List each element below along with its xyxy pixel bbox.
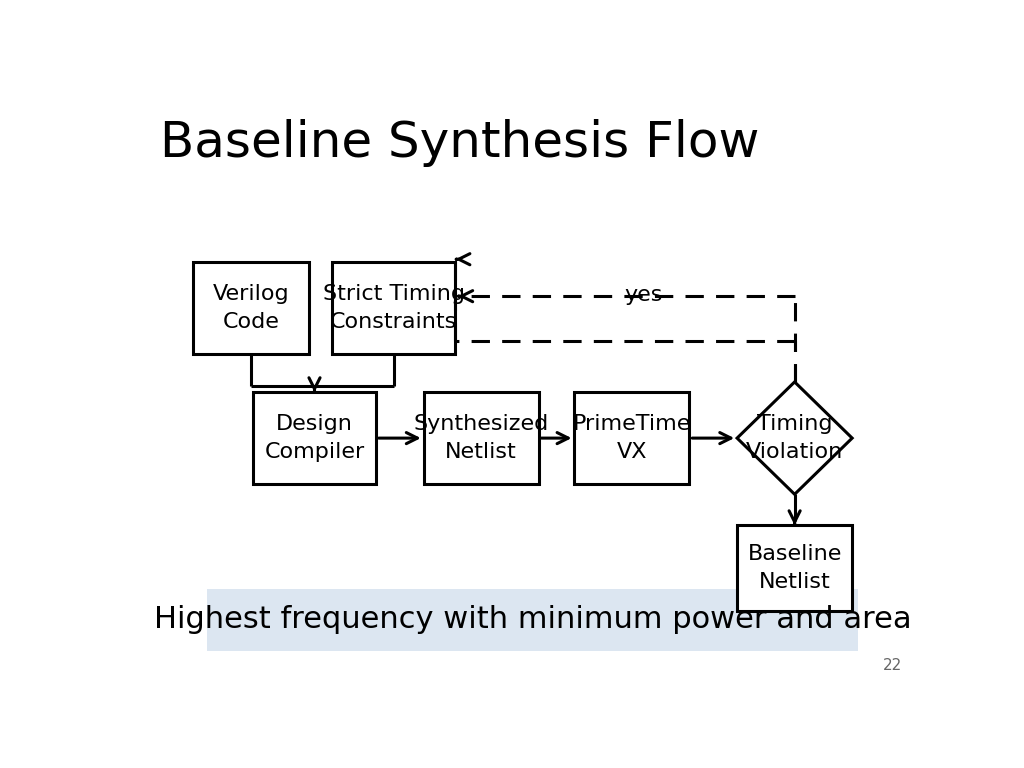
Text: Verilog
Code: Verilog Code	[213, 284, 290, 332]
FancyBboxPatch shape	[574, 392, 689, 484]
FancyBboxPatch shape	[253, 392, 376, 484]
FancyBboxPatch shape	[207, 589, 858, 651]
Polygon shape	[737, 382, 852, 495]
FancyBboxPatch shape	[737, 525, 852, 611]
FancyBboxPatch shape	[424, 392, 539, 484]
Text: Synthesized
Netlist: Synthesized Netlist	[414, 414, 549, 462]
Text: Baseline
Netlist: Baseline Netlist	[748, 545, 842, 592]
Text: 22: 22	[883, 658, 902, 673]
Text: Design
Compiler: Design Compiler	[264, 414, 365, 462]
Text: Highest frequency with minimum power and area: Highest frequency with minimum power and…	[154, 605, 911, 634]
Text: Baseline Synthesis Flow: Baseline Synthesis Flow	[160, 119, 759, 167]
FancyBboxPatch shape	[333, 262, 456, 354]
Text: Timing
Violation: Timing Violation	[746, 414, 843, 462]
Text: PrimeTime
VX: PrimeTime VX	[572, 414, 691, 462]
Text: yes: yes	[625, 285, 663, 305]
Text: Strict Timing
Constraints: Strict Timing Constraints	[323, 284, 465, 332]
FancyBboxPatch shape	[194, 262, 308, 354]
